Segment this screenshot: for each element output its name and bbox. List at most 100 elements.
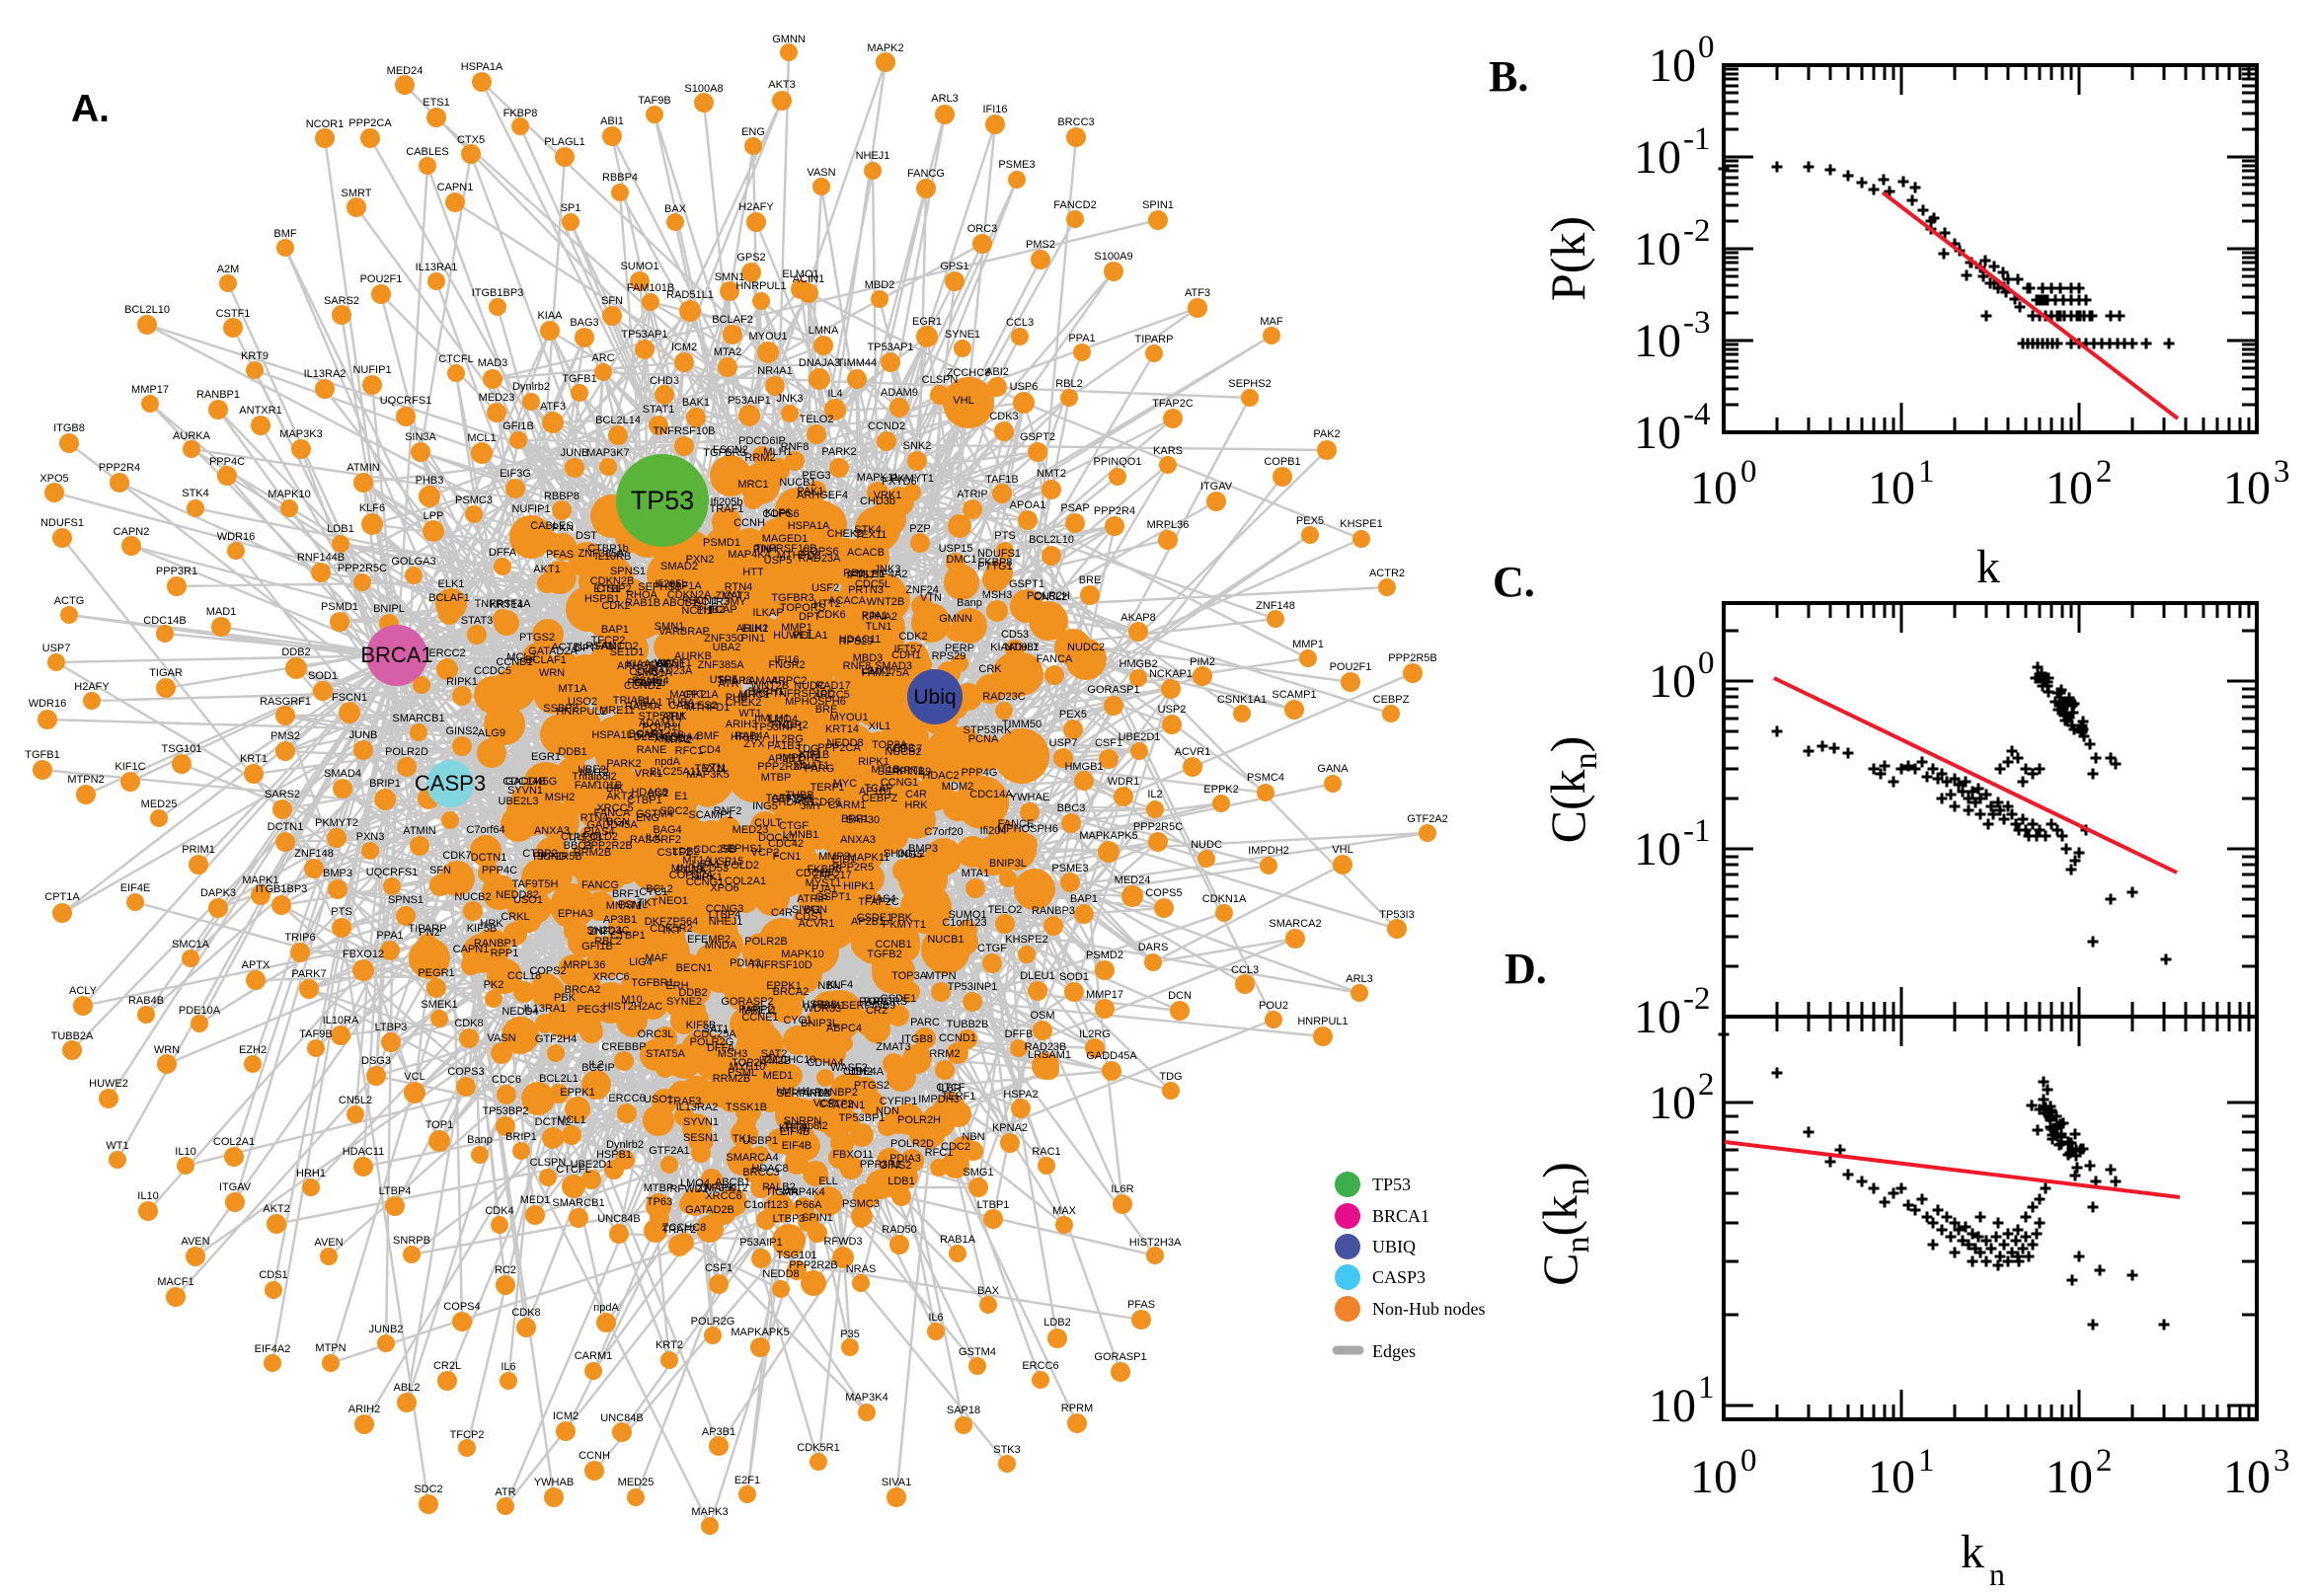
svg-text:RASGRF2: RASGRF2 (630, 834, 681, 846)
svg-text:ELK1: ELK1 (742, 623, 769, 635)
svg-text:MACF1: MACF1 (157, 1276, 193, 1288)
svg-text:RIPK1: RIPK1 (446, 676, 478, 688)
svg-text:STK4: STK4 (854, 524, 882, 536)
svg-text:PIM2: PIM2 (1190, 656, 1215, 668)
svg-text:POU2: POU2 (1259, 1000, 1288, 1012)
svg-text:PARK2: PARK2 (821, 446, 856, 458)
svg-text:CDK8: CDK8 (454, 1018, 483, 1029)
svg-text:WDR1: WDR1 (1108, 776, 1139, 788)
svg-text:KRT2: KRT2 (656, 1339, 683, 1351)
svg-text:PZP: PZP (909, 523, 930, 535)
svg-text:TELO2: TELO2 (800, 414, 834, 425)
svg-text:TUBA: TUBA (665, 697, 695, 709)
svg-text:GORASP1: GORASP1 (1087, 684, 1139, 696)
svg-text:FANCD2: FANCD2 (1053, 199, 1096, 211)
svg-text:TP53BP2: TP53BP2 (482, 1105, 528, 1117)
svg-text:ABL2: ABL2 (394, 1382, 421, 1394)
svg-text:VTN: VTN (920, 592, 942, 604)
svg-text:KRT2: KRT2 (887, 742, 914, 754)
svg-text:LRSAM1: LRSAM1 (1028, 1049, 1071, 1061)
svg-text:MTBP: MTBP (761, 772, 792, 784)
svg-text:LTBP4: LTBP4 (379, 1185, 412, 1197)
svg-text:ARHGEF4: ARHGEF4 (617, 660, 668, 672)
svg-text:FCN1: FCN1 (657, 658, 686, 670)
svg-text:SERPINB8: SERPINB8 (777, 1088, 830, 1100)
svg-text:ZCCHC8: ZCCHC8 (947, 367, 991, 379)
svg-text:SFN: SFN (429, 865, 451, 876)
svg-text:A2M: A2M (217, 264, 240, 275)
svg-text:MMP17: MMP17 (131, 384, 169, 396)
svg-text:TOPORS: TOPORS (862, 996, 907, 1008)
svg-text:CASP3: CASP3 (415, 771, 486, 796)
svg-text:SYVN1: SYVN1 (683, 1116, 719, 1128)
svg-text:BRE: BRE (815, 704, 838, 716)
svg-text:ACACA: ACACA (828, 595, 867, 607)
svg-text:UQCRFS1: UQCRFS1 (366, 867, 419, 878)
svg-text:CDKN2A: CDKN2A (667, 589, 712, 601)
svg-text:USP5: USP5 (710, 674, 738, 686)
svg-text:NUDC: NUDC (794, 680, 825, 692)
svg-text:MTA2: MTA2 (714, 346, 742, 358)
svg-text:BNIPL: BNIPL (373, 603, 405, 615)
svg-text:DNAJA3: DNAJA3 (799, 357, 840, 369)
svg-text:RAD50: RAD50 (882, 1224, 916, 1236)
svg-text:PIN1: PIN1 (741, 633, 765, 645)
svg-text:RBBP8: RBBP8 (544, 491, 579, 502)
svg-text:CTBP2: CTBP2 (596, 583, 631, 595)
svg-text:ICM2: ICM2 (671, 342, 697, 353)
svg-text:POU2F1: POU2F1 (360, 273, 403, 285)
svg-text:SMG1: SMG1 (963, 1167, 993, 1178)
svg-text:RFWD3: RFWD3 (823, 1236, 862, 1248)
svg-text:ATR: ATR (495, 1486, 515, 1498)
svg-text:MYOU1: MYOU1 (829, 712, 868, 723)
svg-text:TP53AP1: TP53AP1 (621, 329, 667, 341)
svg-text:NUCB1: NUCB1 (927, 934, 964, 946)
svg-text:MMP17: MMP17 (1086, 989, 1123, 1001)
svg-text:MED1: MED1 (520, 1194, 551, 1206)
svg-text:CCNE1: CCNE1 (741, 1012, 778, 1024)
svg-text:SARS2: SARS2 (324, 295, 359, 307)
svg-text:MED24: MED24 (387, 65, 424, 77)
svg-text:SP1: SP1 (561, 202, 581, 214)
svg-text:ATMIN: ATMIN (403, 825, 435, 837)
svg-text:SPIN1: SPIN1 (802, 1212, 833, 1224)
svg-text:TP53INP1: TP53INP1 (948, 981, 998, 993)
svg-text:MAP3K5: MAP3K5 (686, 769, 729, 781)
svg-text:ATR: ATR (718, 678, 738, 690)
svg-text:MAPK1: MAPK1 (242, 874, 278, 886)
svg-text:LIMK1: LIMK1 (861, 665, 892, 677)
svg-text:XIL1: XIL1 (869, 721, 891, 732)
svg-text:ACLY: ACLY (69, 985, 98, 997)
svg-text:BRF1: BRF1 (841, 813, 869, 825)
svg-text:10: 10 (1649, 1077, 1696, 1129)
svg-text:COL2A1: COL2A1 (213, 1136, 255, 1148)
svg-text:MED23: MED23 (479, 392, 515, 404)
svg-text:BCL2L1: BCL2L1 (539, 1073, 579, 1085)
svg-text:SMRT: SMRT (342, 188, 372, 199)
svg-text:PPINQO1: PPINQO1 (1094, 456, 1142, 468)
svg-text:Tnfaip8l2: Tnfaip8l2 (572, 771, 616, 783)
svg-text:BAG3: BAG3 (570, 317, 598, 329)
svg-text:ZYX: ZYX (743, 738, 765, 750)
svg-text:UBE2L3: UBE2L3 (499, 796, 539, 807)
svg-text:CCNB1: CCNB1 (496, 656, 532, 668)
svg-text:NEDD82: NEDD82 (496, 889, 538, 901)
svg-text:ANXA3: ANXA3 (840, 834, 876, 846)
svg-text:k: k (1961, 1526, 1984, 1578)
svg-text:HMGB2: HMGB2 (1119, 658, 1157, 670)
svg-text:SYNE1: SYNE1 (945, 329, 980, 341)
svg-text:0: 0 (1740, 1443, 1757, 1479)
svg-text:SPIN1: SPIN1 (1142, 199, 1174, 211)
svg-text:TAF9T5H: TAF9T5H (766, 793, 812, 804)
svg-text:TAF1A: TAF1A (668, 580, 702, 592)
svg-text:MAP3K7: MAP3K7 (586, 447, 629, 459)
svg-text:ZNF385A: ZNF385A (697, 659, 744, 671)
svg-text:HIST2H3A: HIST2H3A (1129, 1237, 1182, 1249)
svg-text:ZNF350: ZNF350 (704, 633, 743, 645)
svg-text:PPA1: PPA1 (376, 930, 403, 942)
svg-text:DAPK3: DAPK3 (200, 887, 236, 899)
svg-text:USP7: USP7 (42, 643, 71, 654)
svg-text:0: 0 (1740, 454, 1757, 490)
svg-text:SDC2: SDC2 (659, 805, 688, 817)
svg-text:MAPKAPK5: MAPKAPK5 (1079, 830, 1137, 842)
